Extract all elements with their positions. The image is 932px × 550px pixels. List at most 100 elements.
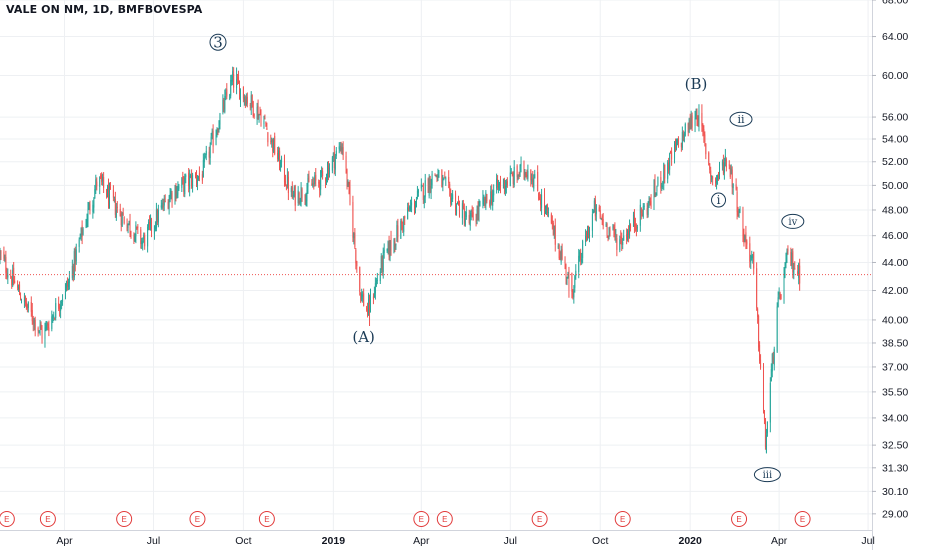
- candle-body: [326, 166, 328, 178]
- candle-body: [257, 105, 259, 120]
- candle-body: [400, 221, 402, 239]
- candle-body: [566, 277, 568, 281]
- candle-body: [660, 177, 662, 189]
- candle-body: [163, 198, 165, 206]
- candle-body: [334, 156, 336, 170]
- candle-body: [245, 97, 247, 106]
- candle-body: [485, 192, 487, 205]
- candle-body: [24, 295, 26, 303]
- time-tick-label: Apr: [56, 535, 73, 547]
- candle-body: [141, 241, 143, 245]
- wave-label: i: [717, 193, 721, 207]
- candle-body: [718, 167, 720, 174]
- candle-body: [710, 170, 712, 177]
- candle-body: [636, 227, 638, 229]
- candle-body: [203, 157, 205, 163]
- time-tick-label: 2020: [678, 535, 702, 547]
- candle-body: [703, 129, 705, 136]
- candle-body: [223, 100, 225, 110]
- candle-body: [530, 169, 532, 181]
- candle-body: [730, 168, 732, 175]
- candle-body: [281, 157, 283, 163]
- candle-body: [738, 214, 740, 217]
- price-tick-label: 44.00: [882, 257, 908, 269]
- candle-body: [260, 115, 262, 126]
- candle-body: [239, 83, 241, 100]
- candle-body: [326, 177, 328, 181]
- candle-body: [53, 316, 55, 319]
- candle-body: [325, 178, 327, 181]
- candle-body: [106, 189, 108, 198]
- price-tick-label: 37.00: [882, 361, 908, 373]
- wave-circle: [781, 213, 805, 229]
- candle-body: [130, 232, 132, 234]
- price-tick-label: 46.00: [882, 230, 908, 242]
- candle-body: [445, 178, 447, 180]
- candle-body: [294, 185, 296, 206]
- candle-body: [701, 113, 703, 127]
- candle-body: [331, 157, 333, 171]
- candle-body: [339, 148, 341, 150]
- candle-body: [609, 228, 611, 231]
- time-tick-label: Jul: [147, 535, 160, 547]
- candle-body: [664, 164, 666, 179]
- candle-body: [524, 171, 526, 176]
- candle-body: [753, 251, 755, 269]
- candle-body: [319, 181, 321, 191]
- candle-body: [657, 176, 659, 186]
- wave-label: iv: [788, 217, 797, 228]
- candle-body: [87, 207, 89, 222]
- candle-body: [421, 185, 423, 187]
- candle-body: [708, 152, 710, 165]
- candle-body: [287, 176, 289, 194]
- candle-body: [397, 225, 399, 238]
- candle-body: [283, 157, 285, 182]
- candle-body: [74, 248, 76, 265]
- candle-body: [332, 152, 334, 158]
- candle-body: [349, 186, 351, 203]
- candle-body: [667, 162, 669, 179]
- candle-body: [519, 164, 521, 177]
- price-tick-label: 30.10: [882, 486, 908, 498]
- earnings-marker: [436, 511, 453, 527]
- earnings-marker: [794, 511, 811, 527]
- candle-body: [505, 181, 507, 187]
- time-tick-label: Oct: [592, 535, 608, 547]
- candle-body: [25, 302, 27, 308]
- candle-body: [680, 142, 682, 148]
- candle-body: [764, 420, 766, 450]
- candle-body: [150, 218, 152, 226]
- candle-body: [21, 301, 23, 303]
- candle-body: [616, 238, 618, 250]
- candle-body: [756, 268, 758, 308]
- candle-body: [183, 176, 185, 192]
- candle-body: [668, 162, 670, 171]
- candle-body: [675, 144, 677, 150]
- candle-body: [290, 187, 292, 193]
- candle-body: [39, 325, 41, 329]
- candle-body: [291, 186, 293, 199]
- candle-body: [745, 232, 747, 243]
- earnings-marker: [39, 511, 56, 527]
- candle-body: [142, 241, 144, 245]
- candle-body: [222, 99, 224, 113]
- candle-body: [239, 89, 241, 102]
- wave-circle: [753, 467, 781, 483]
- candle-body: [73, 251, 75, 278]
- candle-body: [441, 170, 443, 188]
- candle-body: [723, 162, 725, 173]
- candle-body: [178, 186, 180, 189]
- candle-body: [434, 173, 436, 175]
- candle-body: [17, 285, 19, 288]
- candle-body: [135, 225, 137, 237]
- candle-body: [793, 269, 795, 275]
- candle-body: [72, 266, 74, 275]
- candle-body: [621, 237, 623, 245]
- candle-body: [573, 290, 575, 298]
- candle-body: [238, 77, 240, 84]
- candle-body: [218, 126, 220, 133]
- candle-body: [65, 281, 67, 288]
- candle-body: [115, 209, 117, 218]
- candle-body: [471, 210, 473, 213]
